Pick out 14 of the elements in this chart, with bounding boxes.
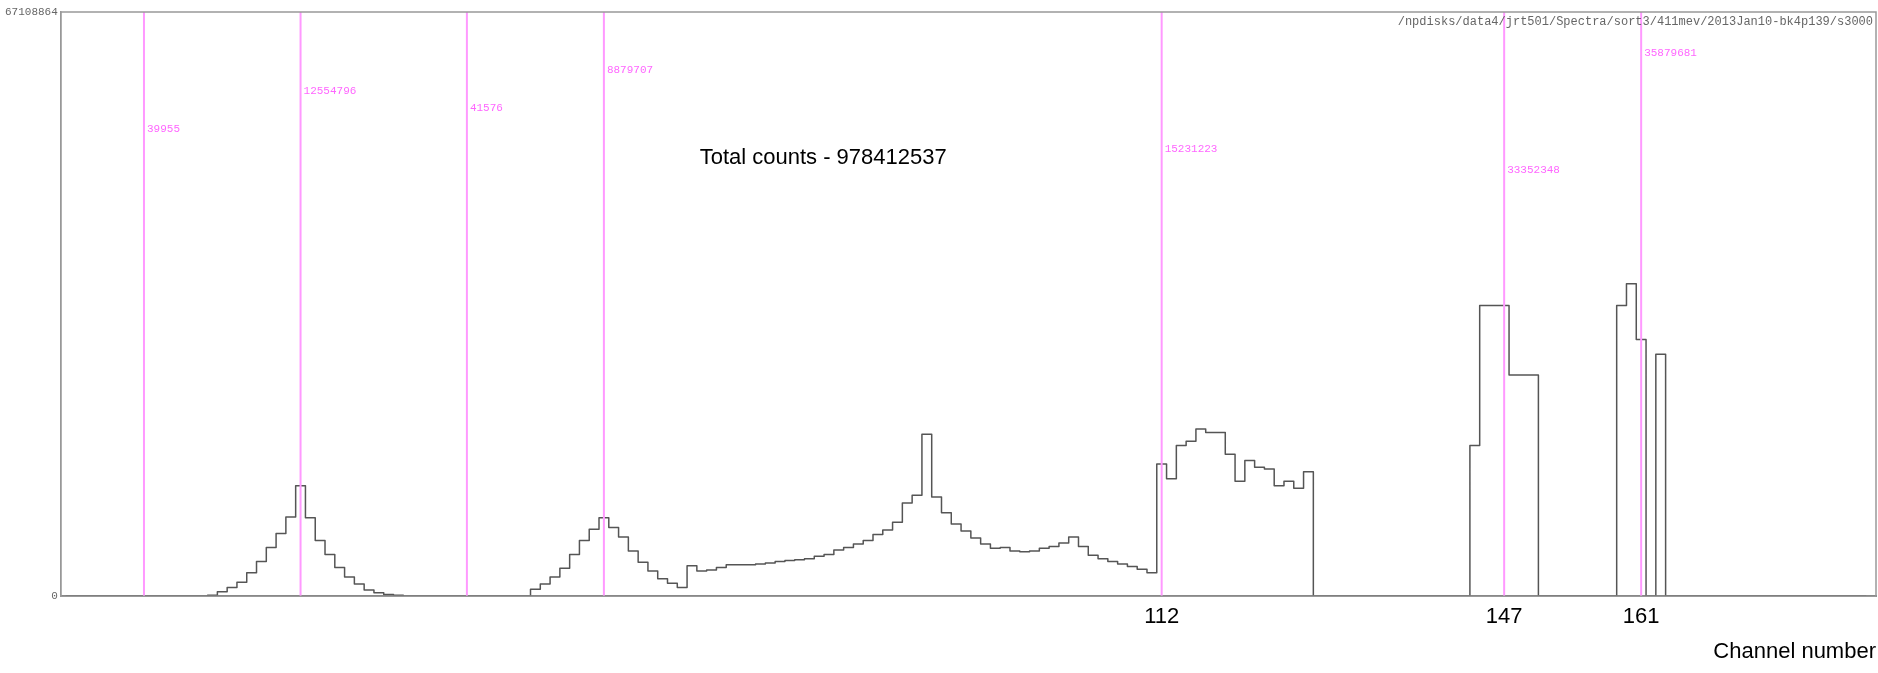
annotation: 41576 <box>469 102 503 115</box>
x-tick-label: 147 <box>1485 603 1523 629</box>
x-tick-label: 161 <box>1622 603 1660 629</box>
y-tick-label: 0 <box>51 590 58 603</box>
y-tick-label: 67108864 <box>5 5 59 18</box>
x-tick-label: 112 <box>1144 603 1180 629</box>
annotation: Total counts - 978412537 <box>699 144 947 170</box>
annotation: 8879707 <box>606 64 654 77</box>
annotation: 39955 <box>146 122 180 135</box>
x-axis-title: Channel number <box>1713 637 1876 663</box>
annotation: 12554796 <box>303 84 357 97</box>
annotation: 33352348 <box>1507 163 1560 176</box>
annotation: 15231223 <box>1164 143 1218 156</box>
annotation: 35879681 <box>1644 46 1698 59</box>
